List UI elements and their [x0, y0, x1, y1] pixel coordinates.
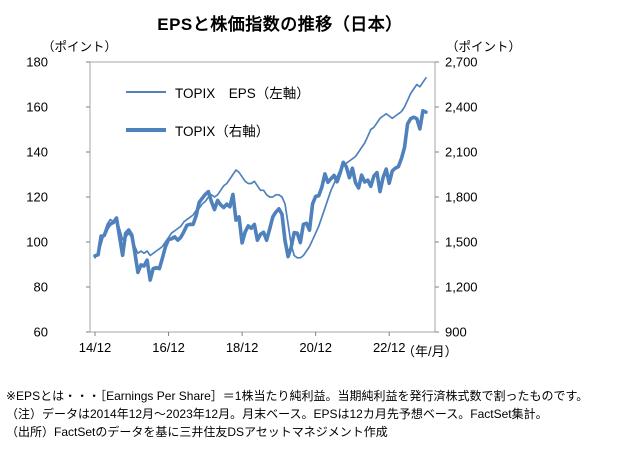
chart-title: EPSと株価指数の推移（日本） — [157, 15, 403, 34]
right-axis-tick-label: 1,500 — [445, 235, 478, 250]
series-line-topix — [93, 109, 428, 282]
right-axis-tick-label: 2,400 — [445, 100, 478, 115]
footnote-source: （出所）FactSetのデータを基に三井住友DSアセットマネジメント作成 — [6, 425, 388, 439]
legend-entry-topix: TOPIX（右軸） — [126, 120, 269, 140]
left-axis-tick-label: 140 — [26, 145, 48, 160]
x-axis-tick-label: 22/12 — [373, 340, 406, 355]
plot-area-border — [89, 61, 436, 333]
footnote-eps-definition: ※EPSとは・・・［Earnings Per Share］＝1株当たり純利益。当… — [6, 389, 589, 403]
left-axis-tick-label: 160 — [26, 100, 48, 115]
right-axis-tick-label: 900 — [445, 325, 467, 340]
left-axis-tick-label: 180 — [26, 55, 48, 70]
x-axis-tick-label: 18/12 — [226, 340, 259, 355]
legend-entry-eps: TOPIX EPS（左軸） — [126, 82, 310, 102]
x-axis-tick-label: 20/12 — [299, 340, 332, 355]
left-axis-tick-label: 60 — [34, 325, 48, 340]
left-axis-unit-label: （ポイント） — [42, 40, 118, 54]
footnote-data-note: （注）データは2014年12月～2023年12月。月末ベース。EPSは12カ月先… — [6, 407, 548, 421]
left-axis-tick-label: 100 — [26, 235, 48, 250]
right-axis-tick-label: 2,700 — [445, 55, 478, 70]
legend-label-topix: TOPIX（右軸） — [175, 124, 270, 139]
x-axis-tick-label: 16/12 — [152, 340, 185, 355]
footnotes: ※EPSとは・・・［Earnings Per Share］＝1株当たり純利益。当… — [6, 387, 636, 441]
x-axis-unit-label: （年/月） — [402, 344, 458, 359]
right-axis-unit-label: （ポイント） — [446, 40, 522, 54]
eps-line-sample-icon — [126, 91, 166, 93]
right-axis-tick-label: 1,800 — [445, 190, 478, 205]
left-axis-tick-label: 80 — [34, 280, 48, 295]
series-line-topix-eps — [94, 76, 427, 259]
right-axis-tick-label: 1,200 — [445, 280, 478, 295]
x-axis-tick-label: 14/12 — [79, 340, 112, 355]
legend-label-eps: TOPIX EPS（左軸） — [175, 86, 310, 101]
right-axis-tick-label: 2,100 — [445, 145, 478, 160]
topix-line-sample-icon — [126, 128, 166, 132]
left-axis-tick-label: 120 — [26, 190, 48, 205]
